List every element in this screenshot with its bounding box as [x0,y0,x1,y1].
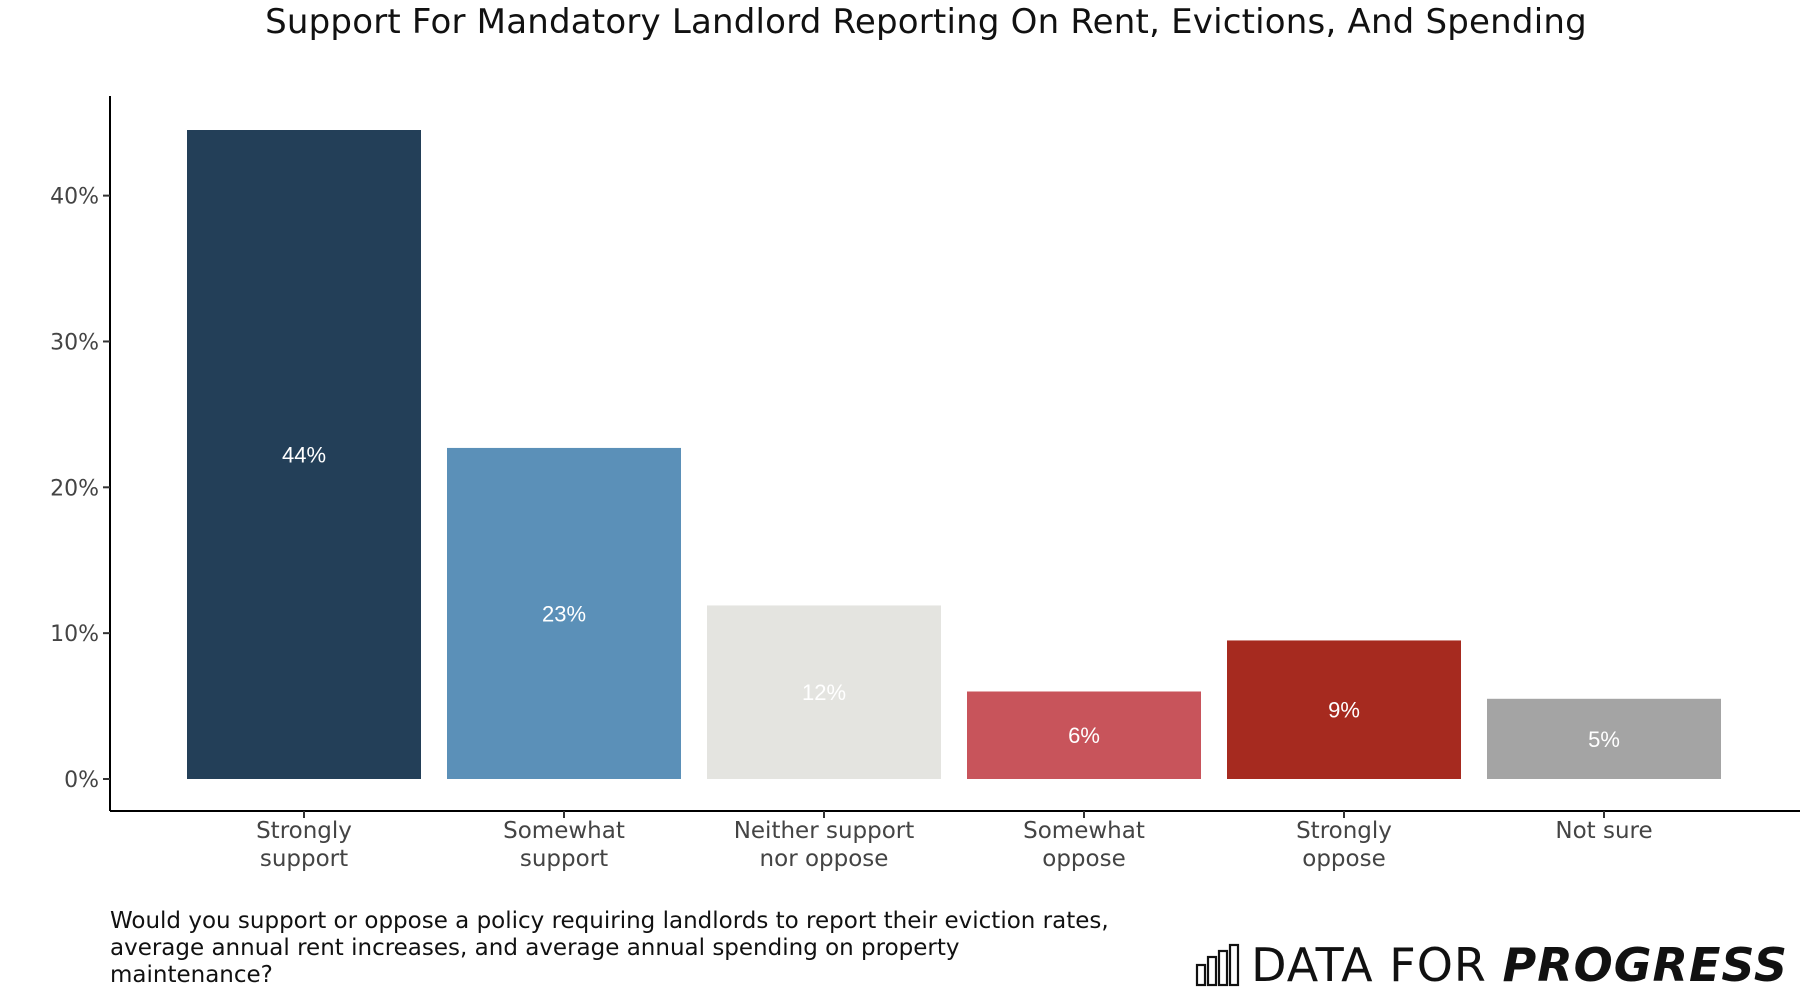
bar-data-label: 5% [1588,727,1620,752]
y-tick-label: 10% [50,622,99,647]
x-tick-label: Somewhat support [503,818,625,872]
brand-name-bold: PROGRESS [1502,938,1788,992]
bar [1227,640,1461,779]
y-tick-label: 20% [50,476,99,501]
bars [187,130,1721,779]
brand-name-light: DATA FOR [1251,938,1503,992]
bar-data-label: 44% [282,443,326,468]
x-tick-label-line: oppose [1042,846,1125,872]
bar [447,447,681,779]
bar-data-label: 12% [802,680,846,705]
bar-chart-logo-icon [1196,943,1240,987]
x-tick-label-line: oppose [1302,846,1385,872]
x-tick-label: Strongly oppose [1296,818,1392,872]
bar [187,130,421,779]
brand-logo: DATA FOR PROGRESS [1195,937,1788,993]
x-tick-label-line: support [260,846,348,872]
x-tick-label-line: nor oppose [760,846,889,872]
y-tick-label: 40% [50,185,99,210]
y-axis: 0% 10% 20% 30% 40% [50,96,111,811]
x-tick-label: Neither support nor oppose [734,818,915,872]
chart-title: Support For Mandatory Landlord Reporting… [265,2,1587,42]
x-axis [110,810,1800,818]
bar-data-label: 6% [1068,723,1100,748]
x-tick-label-line: Neither support [734,818,915,844]
x-tick-label-line: Strongly [1296,818,1392,844]
bar [1487,698,1721,779]
x-tick-label: Not sure [1555,818,1652,844]
survey-question: Would you support or oppose a policy req… [110,908,1109,988]
bar-data-label: 9% [1328,698,1360,723]
x-tick-label-line: Somewhat [503,818,625,844]
bar [707,605,941,779]
x-tick-label-line: Strongly [256,818,352,844]
y-tick-label: 30% [50,330,99,355]
x-tick-label: Somewhat oppose [1023,818,1145,872]
bar-data-label: 23% [542,601,586,626]
x-tick-label-line: Somewhat [1023,818,1145,844]
brand-name: DATA FOR PROGRESS [1251,938,1788,992]
bar-labels: 44% 23% 12% 6% 9% 5% [282,443,1620,752]
bar [967,691,1201,779]
x-tick-label-line: Not sure [1555,818,1652,844]
x-tick-label-line: support [520,846,608,872]
x-tick-label: Strongly support [256,818,352,872]
y-tick-label: 0% [64,768,99,793]
